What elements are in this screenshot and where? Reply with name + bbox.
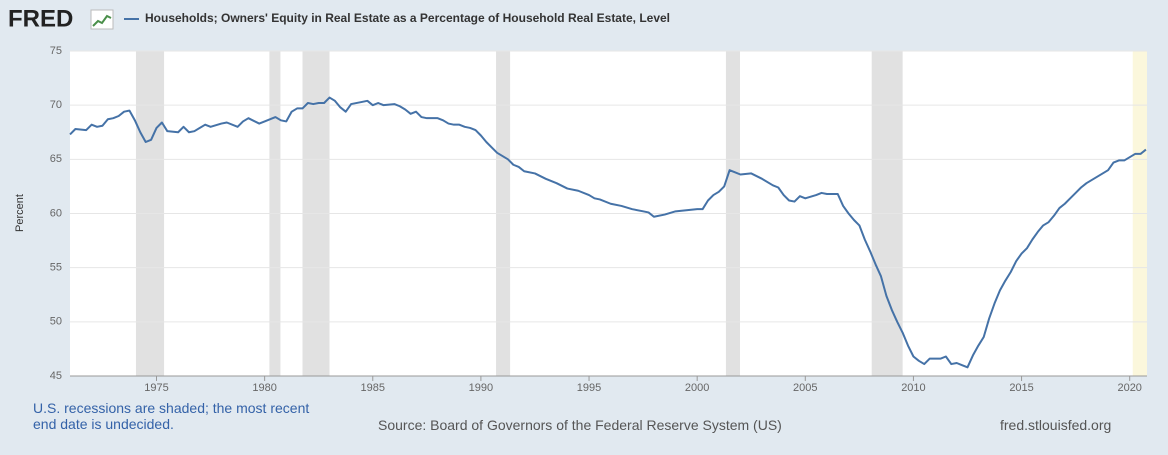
legend-label: Households; Owners' Equity in Real Estat…: [145, 11, 670, 25]
data-line: [69, 96, 1147, 369]
x-tick-label: 1975: [144, 382, 168, 394]
x-tick-label: 1995: [577, 382, 601, 394]
x-tick-label: 1980: [252, 382, 276, 394]
y-tick-label: 50: [50, 316, 62, 328]
x-tick-label: 2015: [1009, 382, 1033, 394]
y-tick-label: 75: [50, 45, 62, 57]
y-tick-label: 65: [50, 153, 62, 165]
x-tick-label: 2010: [901, 382, 925, 394]
x-tick-label: 2000: [685, 382, 709, 394]
note: U.S. recessions are shaded; the most rec…: [33, 400, 310, 432]
x-tick-label: 2020: [1117, 382, 1141, 394]
source: Source: Board of Governors of the Federa…: [378, 417, 782, 433]
logo-icon: [90, 9, 114, 30]
y-axis-label: Percent: [14, 194, 26, 232]
x-tick-label: 2005: [793, 382, 817, 394]
y-tick-label: 55: [50, 262, 62, 274]
site: fred.stlouisfed.org: [1000, 417, 1112, 433]
x-tick-label: 1985: [361, 382, 385, 394]
y-tick-label: 60: [50, 207, 62, 219]
logo: FRED: [8, 5, 73, 32]
y-tick-label: 70: [50, 99, 62, 111]
y-tick-label: 45: [50, 370, 62, 382]
x-tick-label: 1990: [469, 382, 493, 394]
